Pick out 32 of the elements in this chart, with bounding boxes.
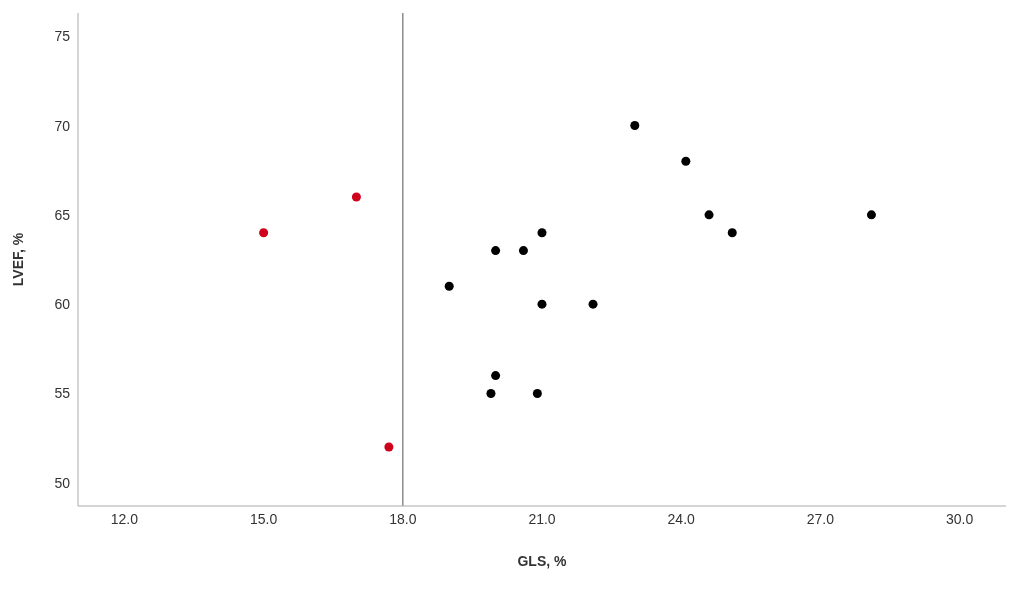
point: [866, 210, 876, 220]
point: [681, 156, 691, 166]
x-tick-label: 27.0: [806, 510, 835, 527]
x-tick-label: 24.0: [667, 510, 696, 527]
y-tick-label: 65: [54, 206, 71, 223]
x-tick-label: 30.0: [945, 510, 974, 527]
point: [491, 371, 501, 381]
x-tick-label: 21.0: [528, 510, 556, 527]
y-tick-label: 50: [54, 474, 71, 491]
point: [444, 281, 454, 291]
point: [486, 388, 496, 398]
x-axis-title: GLS, %: [517, 553, 568, 569]
y-tick-label: 55: [54, 385, 71, 402]
y-tick-label: 75: [54, 28, 71, 45]
x-tick-label: 12.0: [110, 510, 139, 527]
y-tick-label: 70: [54, 117, 71, 134]
point: [532, 388, 542, 398]
y-tick-label: 60: [54, 296, 71, 313]
point: [630, 121, 640, 131]
point: [537, 299, 547, 309]
point: [704, 210, 714, 220]
point: [491, 246, 501, 256]
y-axis-title: LVEF, %: [9, 232, 26, 287]
point: [384, 442, 394, 452]
point: [351, 192, 361, 202]
point: [588, 299, 598, 309]
x-tick-label: 18.0: [389, 510, 417, 527]
point: [727, 228, 737, 238]
point: [259, 228, 269, 238]
x-tick-label: 15.0: [249, 510, 278, 527]
point: [537, 228, 547, 238]
point: [518, 246, 528, 256]
